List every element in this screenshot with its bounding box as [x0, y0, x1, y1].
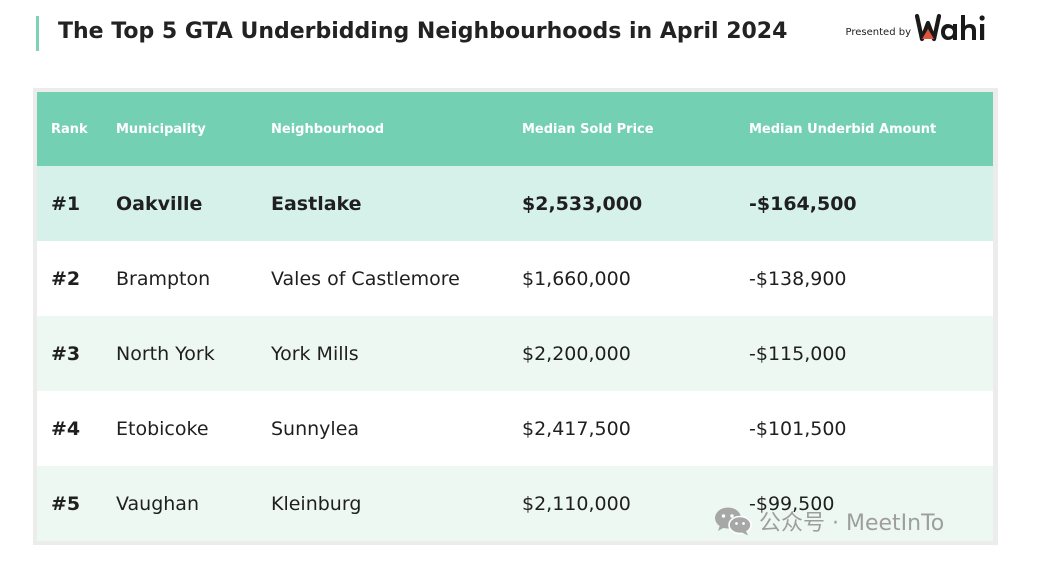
- municipality-cell: Etobicoke: [116, 417, 209, 440]
- page-title: The Top 5 GTA Underbidding Neighbourhood…: [58, 19, 788, 44]
- table-row: #1 Oakville Eastlake $2,533,000 -$164,50…: [37, 166, 993, 241]
- table-row: #5 Vaughan Kleinburg $2,110,000 -$99,500: [37, 466, 993, 541]
- rank-cell: #3: [51, 342, 81, 365]
- watermark: 公众号 · MeetInTo: [713, 505, 944, 537]
- neighbourhood-cell: Kleinburg: [271, 492, 362, 515]
- median-underbid-amount-cell: -$164,500: [749, 192, 857, 215]
- median-sold-price-cell: $1,660,000: [522, 267, 631, 290]
- rank-cell: #2: [51, 267, 81, 290]
- municipality-cell: Vaughan: [116, 492, 199, 515]
- median-sold-price-cell: $2,200,000: [522, 342, 631, 365]
- municipality-cell: North York: [116, 342, 215, 365]
- median-sold-price-cell: $2,110,000: [522, 492, 631, 515]
- wahi-logo: [915, 13, 985, 42]
- median-underbid-amount-cell: -$115,000: [749, 342, 847, 365]
- median-sold-price-cell: $2,533,000: [522, 192, 643, 215]
- rank-cell: #5: [51, 492, 81, 515]
- table-row: #2 Brampton Vales of Castlemore $1,660,0…: [37, 241, 993, 316]
- municipality-cell: Oakville: [116, 192, 203, 215]
- header-municipality: Municipality: [116, 121, 206, 137]
- data-table: Rank Municipality Neighbourhood Median S…: [33, 88, 998, 545]
- header-neighbourhood: Neighbourhood: [271, 121, 385, 137]
- rank-cell: #1: [51, 192, 81, 215]
- table-header-row: Rank Municipality Neighbourhood Median S…: [37, 92, 993, 166]
- median-underbid-amount-cell: -$99,500: [749, 492, 835, 515]
- rank-cell: #4: [51, 417, 81, 440]
- table-row: #4 Etobicoke Sunnylea $2,417,500 -$101,5…: [37, 391, 993, 466]
- table-row: #3 North York York Mills $2,200,000 -$11…: [37, 316, 993, 391]
- median-sold-price-cell: $2,417,500: [522, 417, 631, 440]
- municipality-cell: Brampton: [116, 267, 211, 290]
- header-median-underbid-amount: Median Underbid Amount: [749, 121, 937, 137]
- neighbourhood-cell: Eastlake: [271, 192, 362, 215]
- neighbourhood-cell: York Mills: [271, 342, 359, 365]
- watermark-text: 公众号 · MeetInTo: [759, 511, 945, 536]
- header-rank: Rank: [51, 121, 88, 137]
- median-underbid-amount-cell: -$138,900: [749, 267, 847, 290]
- header-median-sold-price: Median Sold Price: [522, 121, 654, 137]
- presented-by-label: Presented by: [845, 27, 911, 38]
- median-underbid-amount-cell: -$101,500: [749, 417, 847, 440]
- brand-lockup: Presented by: [846, 12, 993, 42]
- wechat-icon: [715, 507, 752, 536]
- neighbourhood-cell: Sunnylea: [271, 417, 360, 440]
- neighbourhood-cell: Vales of Castlemore: [271, 267, 460, 290]
- title-accent-bar: [36, 16, 39, 51]
